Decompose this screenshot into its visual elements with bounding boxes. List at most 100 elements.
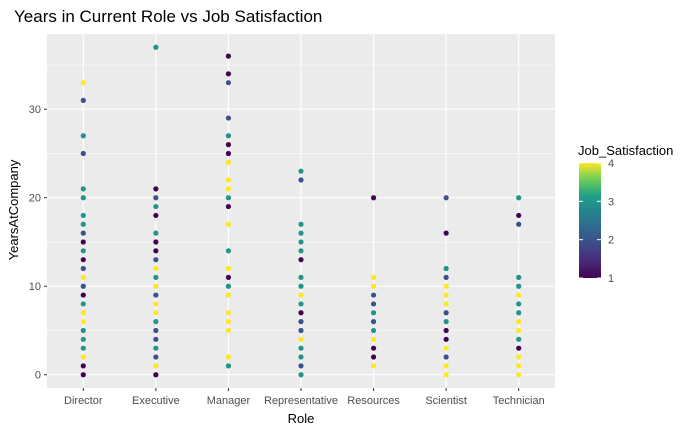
data-point [153,354,159,360]
y-axis-title: YearsAtCompany [6,159,21,260]
data-point [225,133,232,139]
data-point [443,363,449,369]
data-point [80,345,86,351]
data-point [443,319,449,325]
y-tick-label: 10 [29,281,41,293]
data-point [153,195,159,201]
data-point [298,274,304,280]
data-point [80,230,86,236]
data-point [80,133,86,139]
data-point [516,327,522,334]
data-point [225,142,232,148]
data-point [298,327,304,334]
data-point [153,230,159,236]
data-point [298,372,304,378]
data-point [80,319,86,325]
data-point [80,283,86,289]
data-point [225,150,232,157]
data-point [225,327,232,334]
x-tick-label: Director [64,395,103,407]
data-point [370,345,377,351]
y-tick-label: 30 [29,104,41,116]
data-point [225,292,232,298]
data-point [225,363,232,369]
y-axis: 0 10 20 30 [29,104,47,382]
data-point [225,354,232,360]
data-point [225,274,232,280]
data-point [153,265,159,272]
data-point [516,345,522,351]
data-point [80,239,86,245]
data-point [225,248,232,254]
data-point [225,80,232,86]
data-point [80,212,86,219]
data-point [80,310,86,316]
data-point [153,186,159,192]
data-point [80,372,86,378]
data-point [225,177,232,183]
data-point [80,301,86,307]
data-point [516,221,522,227]
data-point [298,301,304,307]
data-point [225,71,232,77]
data-point [298,177,304,183]
data-point [516,319,522,325]
chart-title: Years in Current Role vs Job Satisfactio… [14,7,322,26]
data-point [298,248,304,254]
data-point [153,292,159,298]
x-axis: Director Executive Manager Representative Re… [64,388,545,407]
data-point [225,195,232,201]
data-point [153,319,159,325]
data-point [80,150,86,157]
data-point [80,265,86,272]
data-point [443,310,449,316]
legend-tick-label: 2 [608,235,614,247]
data-point [80,257,86,263]
data-point [153,336,159,342]
data-point [443,265,449,272]
data-point [370,274,377,280]
data-point [80,363,86,369]
data-point [153,283,159,289]
data-point [298,230,304,236]
data-point [516,195,522,201]
data-point [298,345,304,351]
data-point [443,292,449,298]
data-point [298,336,304,342]
data-point [298,221,304,227]
data-point [370,319,377,325]
data-point [80,354,86,360]
data-point [443,283,449,289]
data-point [298,363,304,369]
data-point [225,53,232,59]
data-point [298,354,304,360]
data-point [516,372,522,378]
data-point [298,310,304,316]
data-point [153,301,159,307]
x-tick-label: Manager [207,395,251,407]
legend-tick-label: 1 [608,273,614,285]
data-point [80,80,86,86]
data-point [153,345,159,351]
data-point [370,363,377,369]
data-point [370,310,377,316]
data-points [80,44,522,378]
y-tick-label: 20 [29,193,41,205]
data-point [370,301,377,307]
data-point [225,319,232,325]
data-point [225,186,232,192]
data-point [370,292,377,298]
data-point [443,274,449,280]
x-tick-label: Executive [132,395,180,407]
data-point [298,239,304,245]
data-point [443,354,449,360]
data-point [516,292,522,298]
data-point [443,301,449,307]
legend-title: Job_Satisfaction [578,143,673,158]
data-point [225,265,232,272]
data-point [443,327,449,334]
legend-tick-label: 4 [608,158,614,170]
data-point [443,372,449,378]
data-point [370,336,377,342]
data-point [443,230,449,236]
